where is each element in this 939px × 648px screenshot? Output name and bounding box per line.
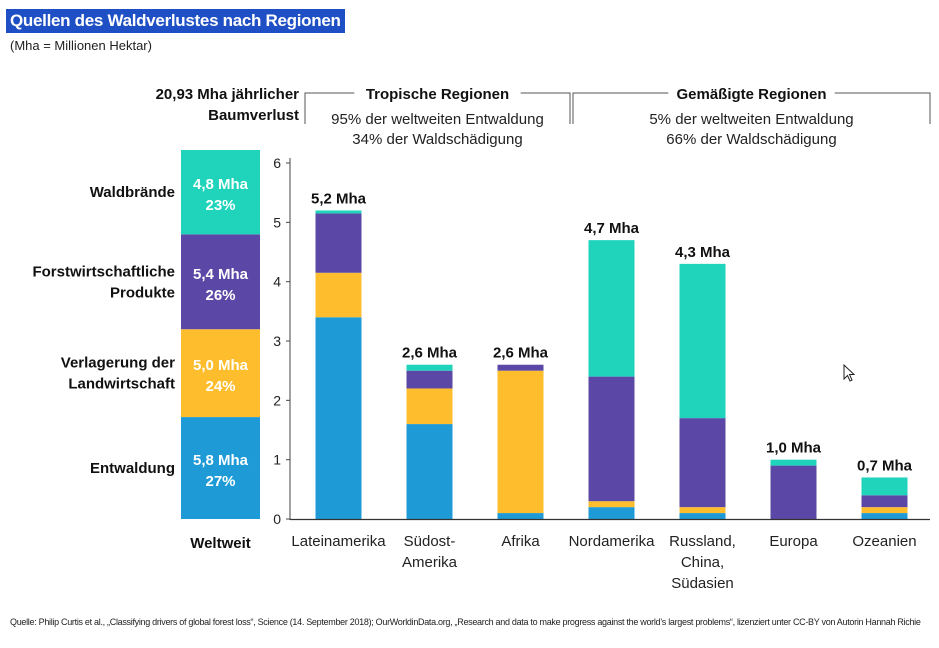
bar-total-label: 0,7 Mha (857, 457, 913, 474)
global-segment-percent: 23% (205, 197, 235, 214)
bar-total-label: 2,6 Mha (493, 345, 549, 362)
bar-segment (770, 459, 817, 466)
global-total-title: 20,93 Mha jährlicher (156, 86, 300, 103)
bar-segment (406, 388, 453, 425)
arrow-cursor-icon (843, 363, 856, 387)
source-note: Quelle: Philip Curtis et al., „Classifyi… (10, 617, 921, 627)
y-tick-label: 6 (273, 155, 281, 171)
region-group-stat: 66% der Waldschädigung (666, 131, 836, 148)
category-label: Lateinamerika (291, 533, 386, 550)
bar-segment (679, 507, 726, 514)
bar-segment (497, 513, 544, 519)
region-bracket-right (520, 92, 571, 124)
region-group-title: Gemäßigte Regionen (676, 86, 826, 103)
y-tick-label: 1 (273, 452, 281, 468)
category-label: Südasien (671, 575, 734, 592)
category-legend-label: Produkte (110, 284, 175, 301)
bar-segment (315, 317, 362, 519)
region-bracket-left (304, 92, 355, 124)
bar-segment (588, 376, 635, 502)
bar-segment (588, 501, 635, 508)
category-legend-label: Entwaldung (90, 460, 175, 477)
bar-total-label: 1,0 Mha (766, 440, 822, 457)
bar-segment (315, 272, 362, 318)
bar-segment (861, 477, 908, 496)
global-segment-value: 5,4 Mha (193, 266, 249, 283)
region-bracket-left (572, 92, 669, 124)
region-group-stat: 95% der weltweiten Entwaldung (331, 111, 544, 128)
bar-segment (861, 513, 908, 519)
global-bar-segment (181, 234, 260, 330)
category-legend-label: Waldbrände (90, 184, 175, 201)
y-tick-label: 0 (273, 511, 281, 527)
bar-segment (315, 210, 362, 214)
category-legend-label: Landwirtschaft (68, 376, 175, 393)
global-bar-segment (181, 150, 260, 235)
global-bar-label: Weltweit (190, 535, 251, 552)
bar-segment (406, 364, 453, 371)
global-segment-percent: 27% (205, 473, 235, 490)
bar-segment (679, 263, 726, 419)
global-total-title: Baumverlust (208, 107, 299, 124)
bar-total-label: 4,3 Mha (675, 244, 731, 261)
forest-loss-chart: 0 1 2 3 4 5 6 5,2 Mha Lateinamerika 2,6 Mha Südost… (32, 86, 931, 592)
category-label: Europa (769, 533, 818, 550)
global-segment-percent: 26% (205, 287, 235, 304)
chart-subtitle: (Mha = Millionen Hektar) (10, 38, 152, 53)
category-label: Afrika (501, 533, 540, 550)
bar-total-label: 2,6 Mha (402, 345, 458, 362)
bar-segment (861, 495, 908, 508)
region-group-title: Tropische Regionen (366, 86, 509, 103)
global-segment-value: 5,0 Mha (193, 357, 249, 374)
category-label: Russland, (669, 533, 736, 550)
bar-segment (861, 507, 908, 514)
bar-segment (679, 513, 726, 519)
y-tick-label: 2 (273, 392, 281, 408)
category-legend-label: Forstwirtschaftliche (32, 263, 175, 280)
bar-segment (588, 240, 635, 377)
y-tick-label: 5 (273, 214, 281, 230)
region-group-stat: 5% der weltweiten Entwaldung (649, 111, 853, 128)
bar-segment (406, 424, 453, 519)
bar-segment (679, 418, 726, 508)
y-tick-label: 3 (273, 333, 281, 349)
category-label: Südost- (404, 533, 456, 550)
category-label: Nordamerika (569, 533, 656, 550)
bar-segment (497, 364, 544, 371)
global-segment-percent: 24% (205, 378, 235, 395)
category-legend-label: Verlagerung der (61, 355, 175, 372)
category-label: China, (681, 554, 724, 571)
global-bar-segment (181, 417, 260, 519)
bar-segment (497, 370, 544, 514)
category-label: Amerika (402, 554, 458, 571)
bar-segment (406, 370, 453, 389)
global-segment-value: 4,8 Mha (193, 176, 249, 193)
bar-segment (315, 213, 362, 273)
chart-title: Quellen des Waldverlustes nach Regionen (6, 9, 345, 33)
region-group-stat: 34% der Waldschädigung (352, 131, 522, 148)
y-tick-label: 4 (273, 274, 281, 290)
category-label: Ozeanien (852, 533, 916, 550)
bar-segment (588, 507, 635, 519)
bar-total-label: 4,7 Mha (584, 220, 640, 237)
global-bar-segment (181, 329, 260, 418)
region-bracket-right (834, 92, 931, 124)
global-segment-value: 5,8 Mha (193, 452, 249, 469)
bar-total-label: 5,2 Mha (311, 190, 367, 207)
bar-segment (770, 465, 817, 519)
